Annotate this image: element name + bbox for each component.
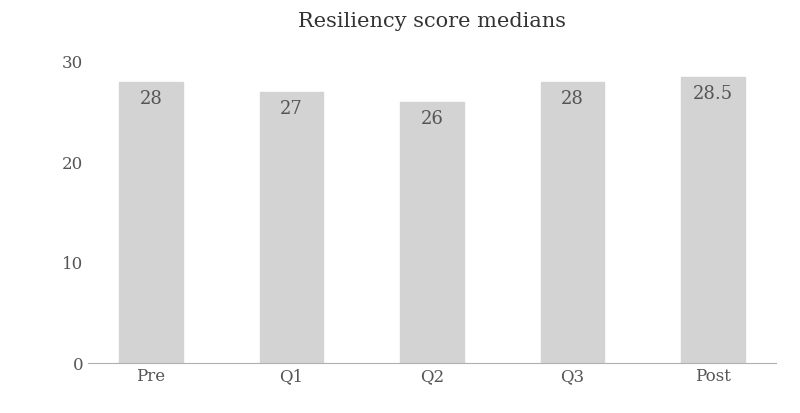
Title: Resiliency score medians: Resiliency score medians	[298, 12, 566, 31]
Text: 27: 27	[280, 100, 303, 118]
Bar	[682, 76, 745, 363]
Text: 26: 26	[421, 110, 443, 128]
Text: 28.5: 28.5	[693, 85, 733, 102]
Bar	[400, 102, 464, 363]
Bar	[119, 81, 182, 363]
Bar	[541, 81, 604, 363]
Bar	[260, 92, 323, 363]
Text: 28: 28	[561, 90, 584, 108]
Text: 28: 28	[139, 90, 162, 108]
